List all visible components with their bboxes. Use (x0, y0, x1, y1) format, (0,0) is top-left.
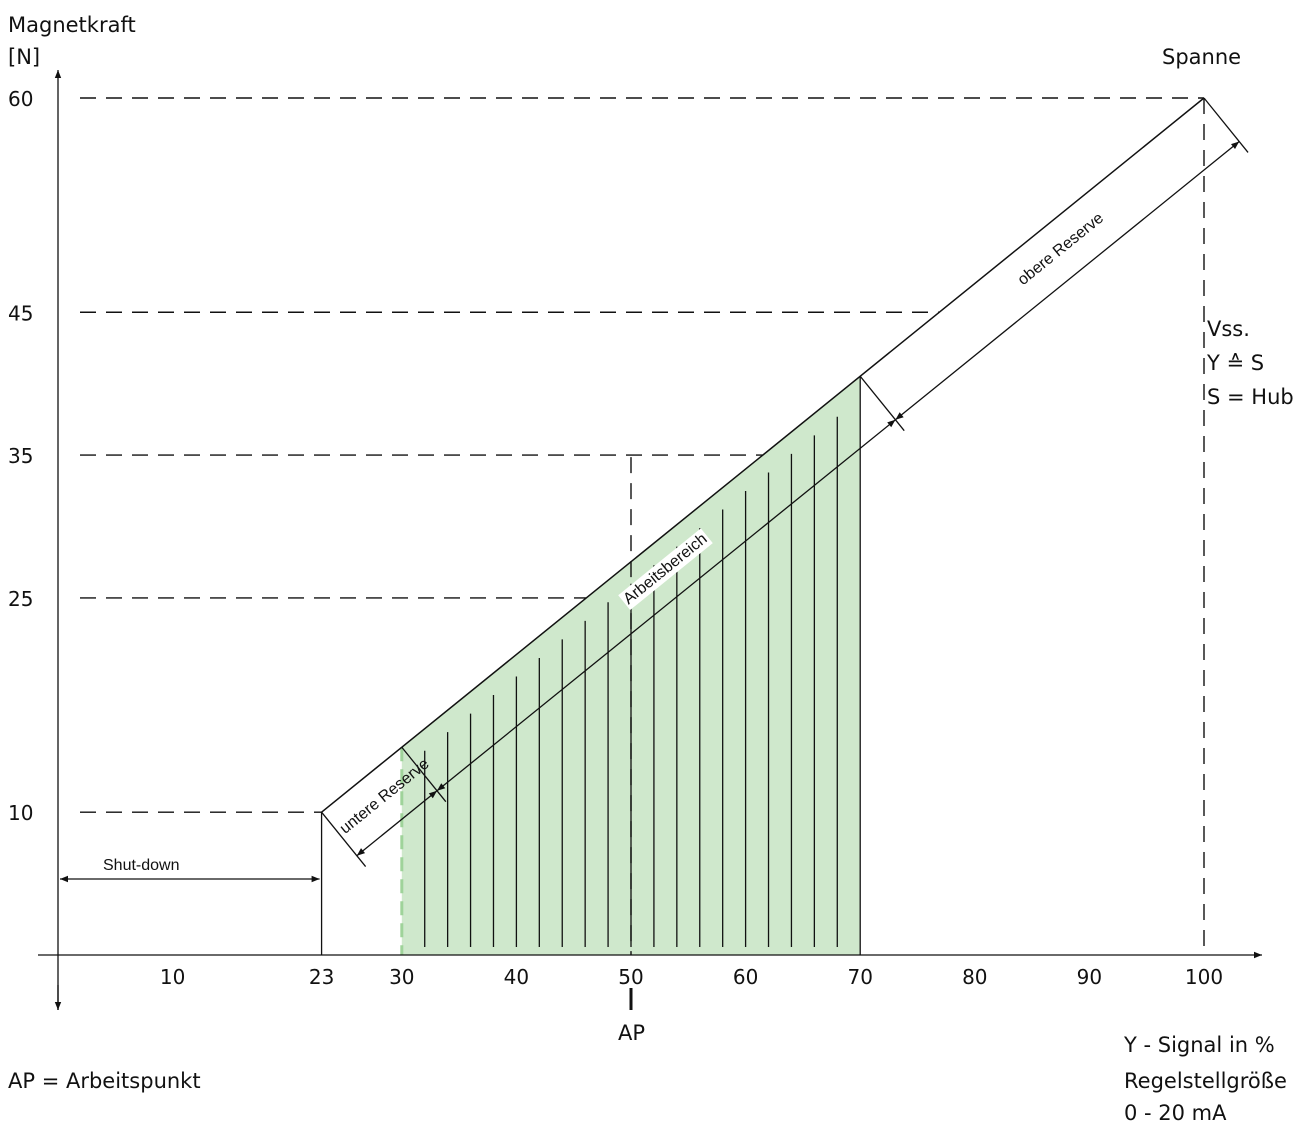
extension-line (1203, 97, 1249, 153)
x-caption-ma: 0 - 20 mA (1124, 1101, 1227, 1124)
extension-line (859, 375, 905, 432)
x-tick-label-23: 23 (309, 965, 334, 989)
dim-untere-reserve (356, 790, 438, 857)
x-tick-label-40: 40 (504, 965, 529, 989)
ap-legend: AP = Arbeitspunkt (8, 1069, 201, 1093)
vss-label: Vss. (1207, 317, 1250, 341)
x-caption-regelstellgroesse: Regelstellgröße (1124, 1069, 1287, 1093)
x-tick-label-60: 60 (733, 965, 758, 989)
y-axis-title: Magnetkraft (8, 13, 136, 37)
extension-line (401, 746, 447, 803)
spanne-label: Spanne (1162, 45, 1241, 69)
x-tick-label-80: 80 (962, 965, 987, 989)
dim-arbeitsbereich (436, 419, 896, 792)
y-tick-label-45: 45 (8, 301, 33, 325)
x-tick-label-30: 30 (389, 965, 414, 989)
dimension-lines (60, 97, 1249, 883)
tick-labels: 10 23 30 40 50 60 70 80 90 100 10 25 35 45 60 (8, 87, 1223, 989)
x-tick-label-90: 90 (1077, 965, 1102, 989)
s-hub-label: S = Hub (1207, 385, 1294, 409)
y-tick-label-60: 60 (8, 87, 33, 111)
x-tick-label-70: 70 (847, 965, 872, 989)
t-obere-bg (1012, 207, 1110, 291)
extension-line (321, 811, 367, 867)
x-caption-signal: Y - Signal in % (1123, 1033, 1275, 1057)
ap-label: AP (618, 1021, 645, 1045)
y-tick-label-10: 10 (8, 801, 33, 825)
obere-reserve-label: obere Reserve (1015, 210, 1107, 289)
x-tick-label-50: 50 (618, 965, 643, 989)
shut-down-label: Shut-down (103, 857, 180, 874)
x-tick-label-10: 10 (160, 965, 185, 989)
axes (38, 70, 1262, 1010)
y-axis-unit: [N] (8, 45, 40, 69)
t-arbeit-bg (618, 528, 713, 611)
y-tick-label-25: 25 (8, 587, 33, 611)
dim-obere-reserve (895, 141, 1240, 421)
x-tick-label-100: 100 (1185, 965, 1223, 989)
y-tick-label-35: 35 (8, 444, 33, 468)
y-equals-s-label: Y ≙ S (1206, 351, 1264, 375)
